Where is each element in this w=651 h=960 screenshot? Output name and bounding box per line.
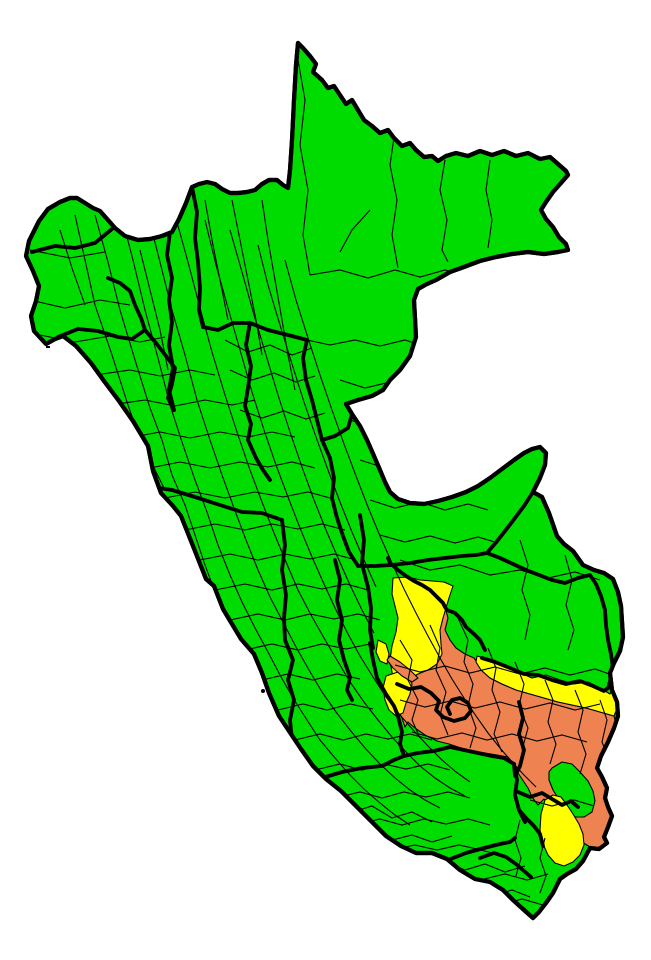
islet-tick [46, 346, 50, 348]
alert-zones-layer [375, 576, 621, 867]
zone-orange-west-sliver [386, 655, 419, 683]
coast-outline [23, 40, 626, 921]
zone-yellow-west-wedge [375, 639, 390, 665]
offshore-islets [46, 346, 265, 693]
islet-dot [261, 689, 265, 693]
department-borders-layer [30, 185, 615, 879]
